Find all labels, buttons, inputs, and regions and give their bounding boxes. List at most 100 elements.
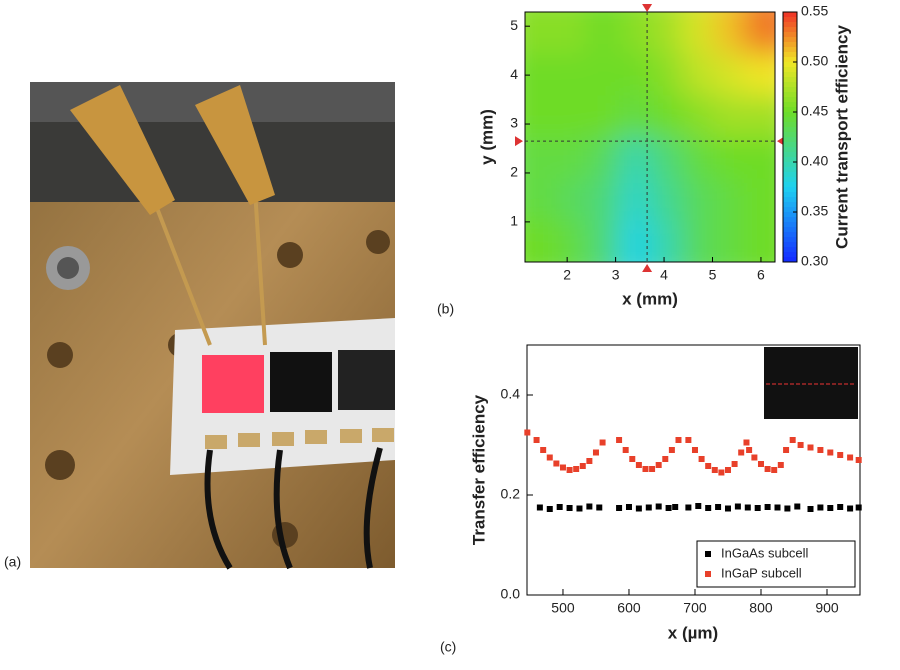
colorbar-segment: [783, 107, 797, 113]
data-point: [807, 506, 814, 512]
data-point: [685, 437, 692, 443]
colorbar-tick-label: 0.30: [801, 253, 828, 269]
panel-label: (a): [4, 554, 21, 570]
data-point: [783, 447, 790, 453]
data-point: [556, 504, 563, 510]
data-point: [784, 505, 791, 512]
colorbar-segment: [783, 147, 797, 153]
data-point: [724, 505, 731, 512]
data-point: [586, 458, 593, 464]
heatmap-cell: [681, 137, 714, 180]
heatmap-cell: [681, 178, 714, 222]
colorbar-segment: [783, 172, 797, 178]
colorbar-segment: [783, 182, 797, 188]
heatmap-cell: [525, 12, 558, 55]
heatmap-cell: [556, 137, 589, 180]
colorbar-segment: [783, 27, 797, 33]
data-point: [622, 447, 629, 453]
colorbar-segment: [783, 32, 797, 38]
y-tick-label: 3: [510, 115, 518, 131]
heatmap-cell: [525, 95, 558, 138]
data-point: [738, 449, 745, 456]
heatmap-cell: [587, 137, 620, 180]
x-tick-label: 4: [660, 267, 668, 283]
data-point: [533, 437, 540, 443]
x-axis-label: x (µm): [668, 623, 718, 642]
data-point: [698, 456, 705, 462]
y-tick-label: 4: [510, 66, 518, 82]
colorbar-segment: [783, 192, 797, 198]
data-point: [566, 505, 573, 511]
data-point: [744, 504, 751, 511]
data-point: [855, 504, 862, 511]
y-tick-label: 2: [510, 164, 518, 180]
data-point: [847, 454, 854, 461]
data-point: [731, 461, 738, 467]
data-point: [586, 503, 593, 510]
data-point: [827, 505, 834, 511]
data-point: [616, 505, 623, 511]
data-point: [629, 456, 636, 462]
heatmap-cell: [525, 220, 558, 262]
heatmap-cell: [556, 220, 589, 262]
data-point: [635, 505, 642, 512]
data-point: [649, 466, 656, 472]
data-point: [540, 447, 547, 453]
colorbar-segment: [783, 242, 797, 248]
colorbar-segment: [783, 197, 797, 203]
x-tick-label: 800: [749, 600, 773, 616]
colorbar-segment: [783, 152, 797, 158]
data-point: [718, 469, 725, 476]
data-point: [847, 505, 854, 512]
heatmap-cell: [650, 12, 683, 55]
colorbar-segment: [783, 157, 797, 163]
data-point: [553, 460, 560, 467]
data-point: [817, 504, 824, 511]
heatmap-cell: [681, 95, 714, 138]
colorbar-segment: [783, 77, 797, 83]
heatmap-cell: [743, 53, 775, 97]
y-tick-label: 0.0: [501, 586, 521, 602]
heatmap-cell: [712, 220, 745, 262]
y-tick-label: 0.2: [501, 486, 521, 502]
colorbar-segment: [783, 167, 797, 173]
heatmap-cell: [650, 220, 683, 262]
colorbar-segment: [783, 57, 797, 63]
colorbar-segment: [783, 237, 797, 243]
heatmap-cell: [650, 53, 683, 97]
x-tick-label: 900: [815, 600, 839, 616]
inset-image: [764, 347, 858, 419]
panel-label: (c): [440, 639, 456, 655]
heatmap-cell: [743, 178, 775, 222]
data-point: [573, 466, 580, 472]
heatmap-cell: [525, 137, 558, 180]
heatmap-cell: [712, 137, 745, 180]
colorbar-segment: [783, 67, 797, 73]
x-tick-label: 5: [709, 267, 717, 283]
colorbar-segment: [783, 247, 797, 253]
colorbar-segment: [783, 162, 797, 168]
marker-triangle: [642, 264, 653, 272]
data-point: [662, 456, 669, 462]
heatmap-cell: [587, 53, 620, 97]
heatmap-cell: [712, 178, 745, 222]
data-point: [546, 454, 553, 461]
colorbar-segment: [783, 177, 797, 183]
marker-triangle: [515, 136, 523, 147]
data-point: [743, 439, 750, 446]
colorbar-segment: [783, 52, 797, 58]
data-point: [774, 504, 781, 511]
heatmap-cell: [712, 53, 745, 97]
data-point: [599, 439, 606, 446]
heatmap-cell: [525, 53, 558, 97]
x-tick-label: 3: [612, 267, 620, 283]
colorbar-segment: [783, 12, 797, 18]
x-tick-label: 700: [683, 600, 707, 616]
y-axis-label: y (mm): [477, 109, 496, 165]
colorbar-segment: [783, 17, 797, 23]
data-point: [724, 467, 731, 473]
data-point: [655, 503, 662, 510]
photo: [30, 82, 395, 570]
heatmap-cell: [618, 53, 651, 97]
data-point: [616, 437, 623, 443]
